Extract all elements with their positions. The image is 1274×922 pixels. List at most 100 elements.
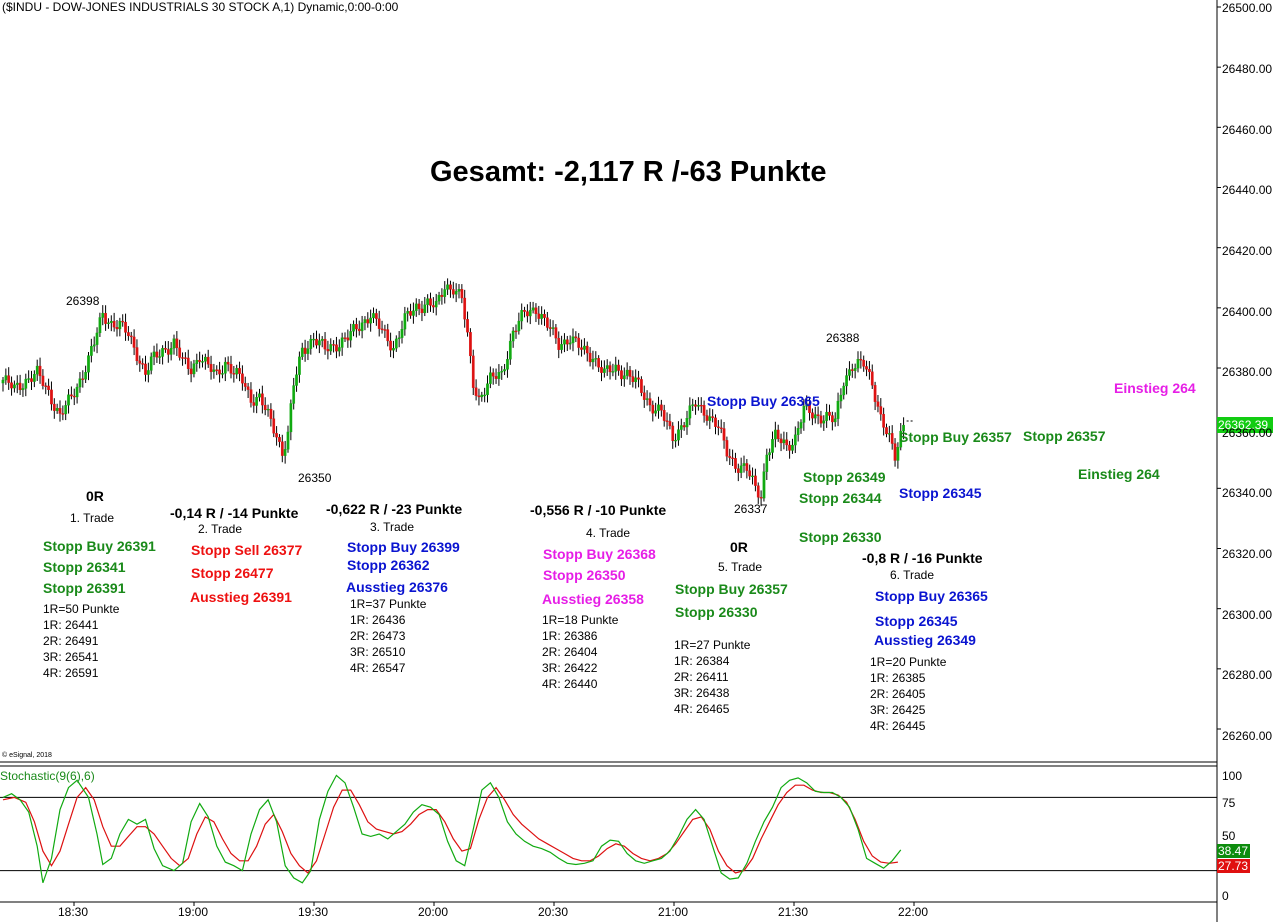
candle-body bbox=[828, 411, 831, 416]
candle-body bbox=[620, 370, 623, 380]
candle-body bbox=[70, 394, 73, 397]
stoch-d-tag: 27.73 bbox=[1217, 859, 1250, 873]
candle-body bbox=[172, 338, 176, 349]
trade-4-line: Stopp Buy 26368 bbox=[543, 546, 656, 562]
candle-body bbox=[414, 303, 418, 311]
trade-4-r: 4R: 26440 bbox=[542, 677, 598, 691]
candle-body bbox=[526, 311, 529, 317]
candle-body bbox=[754, 475, 757, 486]
candle-body bbox=[144, 363, 147, 375]
trade-4-line: Ausstieg 26358 bbox=[542, 591, 644, 607]
candle-body bbox=[868, 369, 871, 372]
trade-3-line: Ausstieg 26376 bbox=[346, 579, 448, 595]
trade-1-r: 1R=50 Punkte bbox=[43, 602, 120, 616]
candle-body bbox=[380, 328, 384, 330]
candle-body bbox=[551, 327, 555, 329]
candle-body bbox=[278, 437, 281, 442]
candle-body bbox=[286, 431, 290, 450]
candle-body bbox=[759, 497, 763, 499]
trade-2-result: -0,14 R / -14 Punkte bbox=[170, 505, 299, 521]
candle-body bbox=[84, 372, 87, 380]
candle-body bbox=[577, 337, 581, 348]
trade-2-line: Stopp Sell 26377 bbox=[191, 542, 303, 558]
candle-body bbox=[18, 382, 22, 391]
candle-body bbox=[543, 314, 546, 318]
candle-body bbox=[226, 361, 230, 365]
y-tick-label: 26500.00 bbox=[1222, 1, 1273, 15]
candle-body bbox=[474, 387, 478, 396]
trade-3-line: Stopp Buy 26399 bbox=[347, 539, 460, 555]
trade-4-r: 1R=18 Punkte bbox=[542, 613, 619, 627]
trade-2-line: Ausstieg 26391 bbox=[190, 589, 292, 605]
candle-body bbox=[588, 352, 592, 363]
candle-body bbox=[409, 311, 412, 316]
candle-body bbox=[75, 386, 79, 398]
candle-body bbox=[161, 348, 164, 357]
candle-body bbox=[506, 359, 509, 370]
candle-body bbox=[252, 402, 256, 406]
candle-body bbox=[885, 427, 888, 435]
trade-3-line: Stopp 26362 bbox=[347, 557, 430, 573]
candle-body bbox=[471, 355, 475, 388]
trade-6-name: 6. Trade bbox=[890, 568, 935, 582]
candle-body bbox=[571, 336, 575, 344]
candle-body bbox=[306, 348, 310, 354]
right-note: Einstieg 264 bbox=[1114, 380, 1196, 396]
candle-body bbox=[283, 449, 287, 456]
chart-note: Stopp 26349 bbox=[803, 469, 886, 485]
candle-body bbox=[776, 429, 780, 439]
trade-2-name: 2. Trade bbox=[198, 522, 243, 536]
candle-body bbox=[152, 351, 156, 357]
candle-body bbox=[326, 349, 330, 352]
candle-body bbox=[782, 439, 786, 444]
trade-3-r: 4R: 26547 bbox=[350, 661, 406, 675]
candle-body bbox=[537, 313, 541, 319]
candle-body bbox=[269, 408, 273, 419]
candle-body bbox=[166, 349, 170, 355]
trade-6-line: Stopp Buy 26365 bbox=[875, 588, 988, 604]
trade-3-r: 2R: 26473 bbox=[350, 629, 406, 643]
trade-1-line: Stopp 26341 bbox=[43, 559, 126, 575]
candle-body bbox=[386, 329, 390, 342]
candle-body bbox=[203, 356, 207, 362]
candle-body bbox=[72, 395, 76, 398]
candle-body bbox=[258, 393, 261, 398]
right-note: Stopp 26345 bbox=[899, 485, 982, 501]
candle-body bbox=[429, 298, 432, 306]
candle-body bbox=[603, 368, 606, 373]
candle-body bbox=[241, 373, 244, 384]
candle-body bbox=[756, 485, 760, 498]
candle-body bbox=[141, 363, 144, 365]
candle-body bbox=[92, 344, 96, 347]
candle-body bbox=[736, 468, 740, 473]
candle-body bbox=[52, 403, 56, 411]
candle-body bbox=[175, 338, 179, 349]
candle-body bbox=[774, 429, 777, 440]
stoch-tick-label: 50 bbox=[1222, 829, 1236, 843]
candle-body bbox=[560, 344, 563, 350]
candle-body bbox=[400, 329, 404, 338]
candle-body bbox=[642, 392, 646, 400]
candle-body bbox=[312, 338, 316, 341]
candle-body bbox=[702, 405, 706, 416]
candle-body bbox=[679, 425, 683, 430]
candle-body bbox=[298, 356, 301, 375]
candle-body bbox=[329, 344, 333, 352]
candle-body bbox=[107, 322, 110, 324]
candle-body bbox=[13, 384, 16, 389]
candle-body bbox=[548, 327, 552, 329]
candle-body bbox=[865, 366, 868, 370]
candle-body bbox=[389, 340, 392, 351]
trade-6-r: 1R: 26385 bbox=[870, 671, 926, 685]
candle-body bbox=[412, 310, 415, 316]
candle-body bbox=[779, 438, 783, 444]
candle-body bbox=[870, 371, 874, 386]
candle-body bbox=[717, 426, 720, 428]
candle-body bbox=[81, 378, 85, 380]
candle-body bbox=[189, 368, 193, 375]
candle-body bbox=[859, 359, 863, 361]
trade-4-name: 4. Trade bbox=[586, 526, 631, 540]
candle-body bbox=[186, 357, 190, 369]
stoch-k-tag: 38.47 bbox=[1217, 844, 1250, 858]
trade-6-r: 1R=20 Punkte bbox=[870, 655, 947, 669]
